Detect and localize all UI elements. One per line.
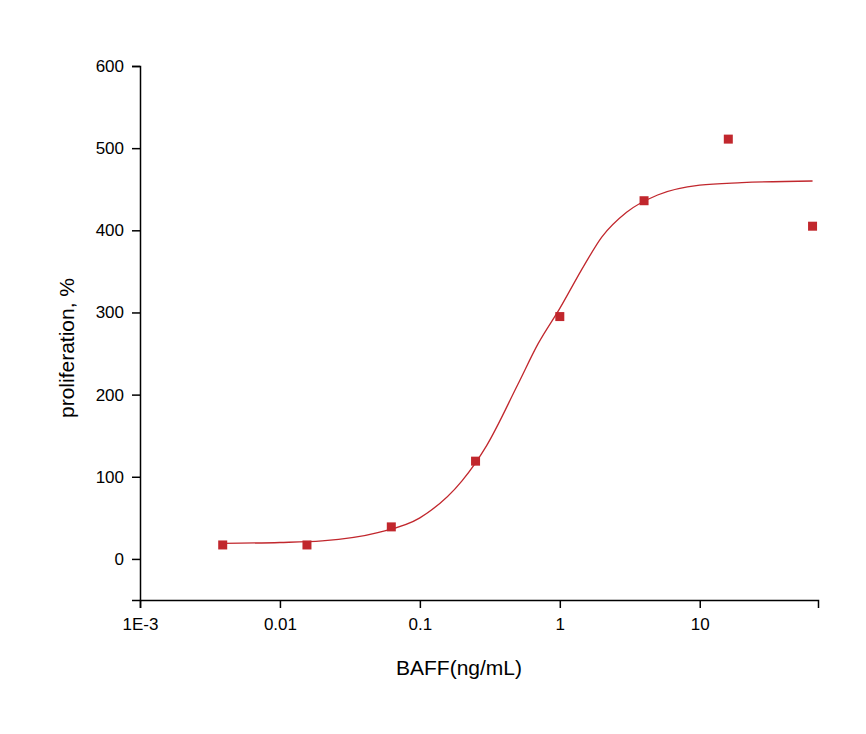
data-point [724, 135, 733, 144]
x-axis: 1E-3 0.01 0.1 1 10 [123, 600, 819, 634]
x-tick: 1E-3 [123, 600, 159, 634]
x-tick: 10 [691, 600, 710, 634]
y-tick-mark [132, 148, 140, 150]
x-tick-label: 1E-3 [123, 615, 159, 634]
y-tick-mark [132, 66, 140, 68]
y-tick: 200 [96, 386, 140, 405]
y-tick-label: 400 [96, 221, 124, 240]
y-tick-label: 500 [96, 139, 124, 158]
x-tick-mark [280, 600, 282, 608]
plot-area [218, 135, 817, 550]
x-tick-mark [699, 600, 701, 608]
chart: 1E-30.010.11100100200300400500600BAFF(ng… [0, 0, 866, 734]
y-tick: 500 [96, 139, 140, 158]
x-tick-mark [560, 600, 562, 608]
y-tick: 0 [115, 550, 140, 569]
data-point [808, 222, 817, 231]
y-tick-mark [132, 394, 140, 396]
x-tick-label: 0.1 [409, 615, 433, 634]
y-tick-mark [132, 312, 140, 314]
x-tick-label: 10 [691, 615, 710, 634]
x-axis-title: BAFF(ng/mL) [396, 656, 522, 679]
y-tick: 300 [96, 303, 140, 322]
x-tick-label: 1 [556, 615, 565, 634]
y-axis-line [132, 67, 141, 601]
x-tick: 0.01 [264, 600, 297, 634]
y-tick-mark [132, 477, 140, 479]
fit-line [223, 181, 813, 543]
y-tick: 400 [96, 221, 140, 240]
y-tick-label: 0 [115, 550, 124, 569]
y-tick-label: 200 [96, 386, 124, 405]
y-tick: 600 [96, 57, 140, 76]
y-tick: 100 [96, 468, 140, 487]
y-axis-title: proliferation, % [55, 278, 78, 418]
x-tick-label: 0.01 [264, 615, 297, 634]
y-tick-label: 600 [96, 57, 124, 76]
data-point [218, 540, 227, 549]
x-tick: 0.1 [409, 600, 433, 634]
x-tick: 1 [556, 600, 565, 634]
y-tick-mark [132, 559, 140, 561]
y-axis: 0 100 200 300 400 500 600 [96, 57, 141, 601]
y-tick-label: 100 [96, 468, 124, 487]
y-tick-mark [132, 230, 140, 232]
x-axis-line [141, 601, 819, 609]
y-tick-label: 300 [96, 303, 124, 322]
x-tick-mark [420, 600, 422, 608]
